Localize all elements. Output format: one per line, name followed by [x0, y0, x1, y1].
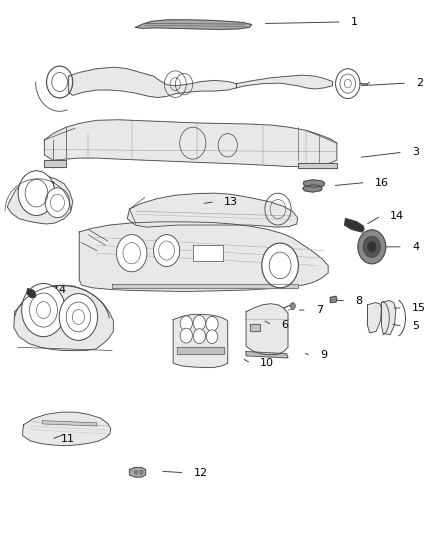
Text: 14: 14 [390, 211, 404, 221]
Polygon shape [246, 352, 288, 358]
Polygon shape [330, 296, 337, 303]
Circle shape [117, 235, 147, 272]
Polygon shape [44, 160, 66, 166]
Circle shape [153, 235, 180, 266]
Polygon shape [42, 421, 97, 426]
Circle shape [134, 470, 138, 474]
Circle shape [193, 316, 205, 330]
Circle shape [206, 317, 218, 332]
Circle shape [363, 236, 381, 257]
Text: 16: 16 [375, 177, 389, 188]
Text: 12: 12 [194, 468, 208, 478]
Polygon shape [44, 120, 337, 166]
Circle shape [21, 284, 65, 337]
Polygon shape [367, 303, 381, 333]
Circle shape [358, 230, 386, 264]
Text: 10: 10 [260, 358, 274, 368]
Polygon shape [173, 314, 228, 368]
Polygon shape [237, 75, 332, 89]
Polygon shape [14, 285, 113, 351]
Polygon shape [22, 412, 111, 446]
Text: 9: 9 [320, 350, 328, 360]
Polygon shape [297, 163, 337, 168]
Polygon shape [127, 193, 297, 227]
Circle shape [18, 171, 55, 215]
Circle shape [290, 303, 295, 309]
Polygon shape [27, 289, 35, 297]
Text: 15: 15 [412, 303, 426, 313]
Text: 3: 3 [412, 147, 419, 157]
Polygon shape [246, 304, 288, 355]
Text: 8: 8 [355, 296, 362, 306]
Circle shape [59, 294, 98, 341]
Polygon shape [193, 245, 223, 261]
Circle shape [206, 330, 218, 344]
Circle shape [180, 316, 192, 331]
Text: 1: 1 [351, 17, 358, 27]
Circle shape [262, 243, 298, 288]
Text: 18: 18 [42, 181, 56, 191]
Polygon shape [130, 467, 146, 477]
Polygon shape [177, 348, 224, 354]
Polygon shape [345, 219, 364, 232]
Text: 2: 2 [417, 78, 424, 88]
Polygon shape [135, 20, 252, 29]
Text: 11: 11 [60, 434, 74, 445]
Circle shape [193, 329, 205, 344]
Polygon shape [79, 222, 328, 292]
Circle shape [180, 328, 192, 343]
Polygon shape [7, 176, 73, 224]
Polygon shape [68, 67, 237, 98]
Polygon shape [112, 284, 297, 288]
Text: 4: 4 [412, 242, 419, 252]
Polygon shape [303, 180, 325, 187]
Polygon shape [303, 184, 322, 192]
Polygon shape [381, 301, 396, 335]
Text: 5: 5 [412, 321, 419, 331]
Text: 6: 6 [281, 320, 288, 330]
Text: 13: 13 [224, 197, 238, 207]
Circle shape [45, 188, 70, 217]
Circle shape [140, 470, 143, 474]
Polygon shape [250, 324, 261, 332]
Text: 14: 14 [53, 286, 67, 295]
Text: 7: 7 [316, 305, 323, 315]
Circle shape [367, 241, 376, 252]
